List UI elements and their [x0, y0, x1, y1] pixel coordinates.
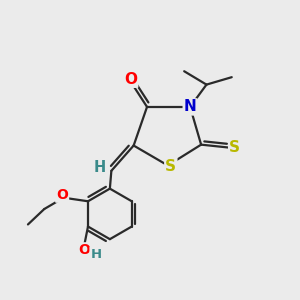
Text: S: S	[229, 140, 240, 155]
Text: H: H	[91, 248, 102, 261]
Text: O: O	[78, 243, 90, 257]
Text: N: N	[184, 99, 196, 114]
Text: O: O	[56, 188, 68, 202]
Text: H: H	[93, 160, 106, 175]
Text: O: O	[124, 72, 137, 87]
Text: S: S	[165, 158, 176, 173]
